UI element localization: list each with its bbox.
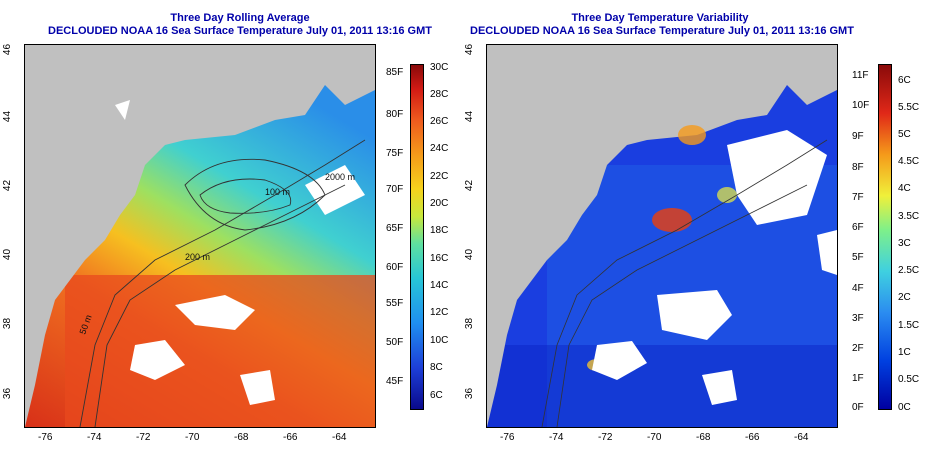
- right-cb-c: 4C: [898, 183, 911, 194]
- right-cb-f: 8F: [852, 162, 864, 173]
- right-cb-f: 4F: [852, 283, 864, 294]
- right-xtick: -74: [549, 432, 564, 443]
- contour-label-100m: 100 m: [265, 187, 290, 197]
- right-ytick: 40: [464, 248, 476, 261]
- contour-label-2000m: 2000 m: [325, 172, 355, 182]
- right-ytick: 42: [464, 179, 476, 192]
- right-cb-f: 7F: [852, 192, 864, 203]
- left-xtick: -70: [185, 432, 200, 443]
- left-colorbar: [410, 64, 424, 410]
- left-cb-c: 8C: [430, 362, 443, 373]
- right-xtick: -68: [696, 432, 711, 443]
- right-cb-f: 5F: [852, 252, 864, 263]
- right-xtick: -66: [745, 432, 760, 443]
- left-xtick: -72: [136, 432, 151, 443]
- left-cb-f: 85F: [386, 67, 404, 78]
- right-ytick: 46: [464, 43, 476, 56]
- left-cb-c: 30C: [430, 62, 449, 73]
- right-cb-f: 3F: [852, 313, 864, 324]
- left-cb-c: 10C: [430, 335, 449, 346]
- left-cb-f: 45F: [386, 376, 404, 387]
- left-ytick: 42: [2, 179, 14, 192]
- left-map-svg: 50 m 200 m 100 m 2000 m: [25, 45, 375, 427]
- left-land: [25, 45, 375, 427]
- right-xtick: -70: [647, 432, 662, 443]
- right-cb-f: 10F: [852, 100, 870, 111]
- right-cb-f: 9F: [852, 131, 864, 142]
- left-cb-c: 24C: [430, 143, 449, 154]
- left-ytick: 36: [2, 387, 14, 400]
- right-title: Three Day Temperature Variability DECLOU…: [470, 12, 854, 38]
- left-ytick: 46: [2, 43, 14, 56]
- right-ytick: 38: [464, 317, 476, 330]
- right-cb-c: 2C: [898, 292, 911, 303]
- right-map-svg: [487, 45, 837, 427]
- right-xtick: -64: [794, 432, 809, 443]
- left-cb-c: 18C: [430, 225, 449, 236]
- right-ytick: 44: [464, 110, 476, 123]
- left-map[interactable]: 50 m 200 m 100 m 2000 m: [24, 44, 376, 428]
- left-cb-c: 6C: [430, 390, 443, 401]
- right-title-line2: DECLOUDED NOAA 16 Sea Surface Temperatur…: [470, 25, 854, 37]
- right-cb-f: 1F: [852, 373, 864, 384]
- left-title-line2: DECLOUDED NOAA 16 Sea Surface Temperatur…: [48, 25, 432, 37]
- right-cb-c: 5C: [898, 129, 911, 140]
- left-cloud-patches: [115, 100, 365, 405]
- left-cb-f: 65F: [386, 223, 404, 234]
- left-cb-f: 60F: [386, 262, 404, 273]
- right-cb-c: 0C: [898, 402, 911, 413]
- left-cb-f: 50F: [386, 337, 404, 348]
- left-xtick: -76: [38, 432, 53, 443]
- left-contours: [79, 139, 366, 427]
- right-cb-c: 1C: [898, 347, 911, 358]
- left-xtick: -74: [87, 432, 102, 443]
- right-xtick: -72: [598, 432, 613, 443]
- left-cb-f: 75F: [386, 148, 404, 159]
- right-cb-f: 2F: [852, 343, 864, 354]
- contour-label-200m: 200 m: [185, 252, 210, 262]
- left-cb-f: 70F: [386, 184, 404, 195]
- left-cb-c: 16C: [430, 253, 449, 264]
- left-xtick: -66: [283, 432, 298, 443]
- left-cb-c: 28C: [430, 89, 449, 100]
- left-cb-c: 14C: [430, 280, 449, 291]
- right-cloud-patches: [592, 130, 837, 405]
- right-cb-c: 3.5C: [898, 211, 920, 222]
- right-cb-c: 0.5C: [898, 374, 920, 385]
- right-cb-c: 3C: [898, 238, 911, 249]
- right-cb-c: 1.5C: [898, 320, 920, 331]
- right-map[interactable]: [486, 44, 838, 428]
- right-cb-f: 6F: [852, 222, 864, 233]
- left-xtick: -68: [234, 432, 249, 443]
- right-xtick: -76: [500, 432, 515, 443]
- right-ytick: 36: [464, 387, 476, 400]
- left-ytick: 40: [2, 248, 14, 261]
- left-ytick: 38: [2, 317, 14, 330]
- right-contours: [541, 139, 828, 427]
- right-cb-c: 6C: [898, 75, 911, 86]
- left-cb-f: 55F: [386, 298, 404, 309]
- right-land: [487, 45, 837, 427]
- left-ytick: 44: [2, 110, 14, 123]
- right-cb-c: 5.5C: [898, 102, 920, 113]
- right-cb-f: 0F: [852, 402, 864, 413]
- right-title-line1: Three Day Temperature Variability: [571, 12, 749, 24]
- left-cb-c: 12C: [430, 307, 449, 318]
- right-cb-c: 2.5C: [898, 265, 920, 276]
- left-cb-c: 26C: [430, 116, 449, 127]
- left-xtick: -64: [332, 432, 347, 443]
- left-cb-c: 22C: [430, 171, 449, 182]
- left-cb-f: 80F: [386, 109, 404, 120]
- right-cb-f: 11F: [852, 70, 869, 81]
- right-cb-c: 4.5C: [898, 156, 920, 167]
- left-title-line1: Three Day Rolling Average: [170, 12, 310, 24]
- left-cb-c: 20C: [430, 198, 449, 209]
- right-colorbar: [878, 64, 892, 410]
- left-title: Three Day Rolling Average DECLOUDED NOAA…: [30, 12, 450, 38]
